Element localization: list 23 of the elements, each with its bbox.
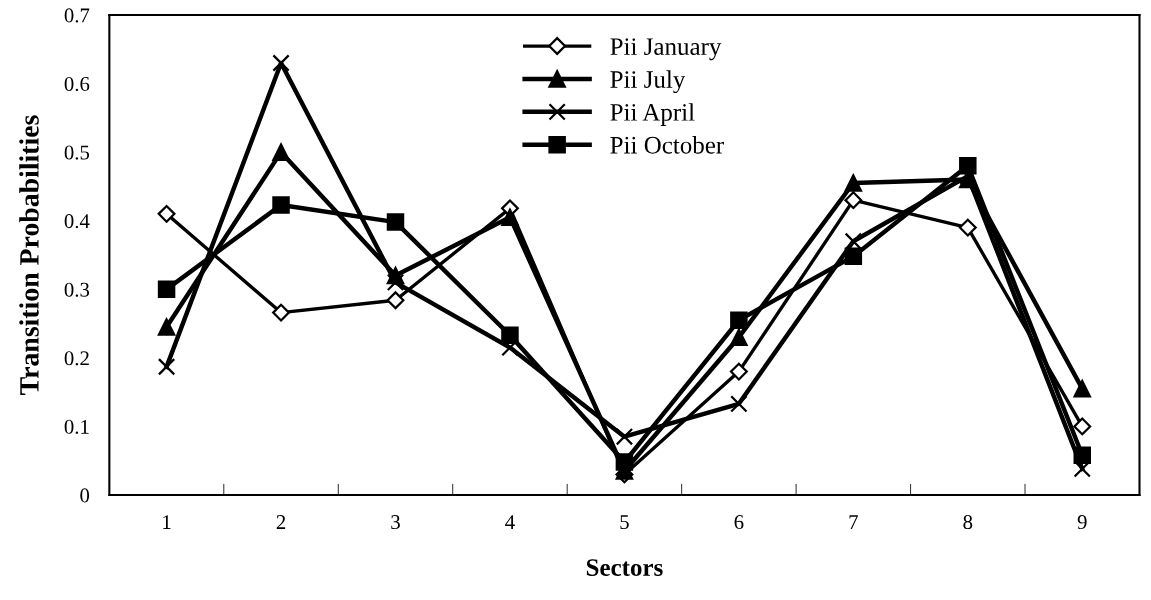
x-tick-label: 5 <box>620 515 629 530</box>
y-tick-label: 0.4 <box>64 214 90 229</box>
legend-label: Pii April <box>610 103 695 126</box>
y-tick-label: 0.7 <box>64 8 90 23</box>
x-tick-label: 3 <box>391 515 400 530</box>
y-tick-label: 0.3 <box>64 282 90 297</box>
y-tick-label: 0.1 <box>64 419 89 434</box>
x-tick-label: 4 <box>505 515 515 529</box>
x-tick-label: 6 <box>734 515 744 530</box>
y-tick-label: 0.6 <box>64 76 90 92</box>
legend-label: Pii October <box>610 136 724 154</box>
x-tick-label: 2 <box>276 515 286 529</box>
x-tick-label: 9 <box>1077 515 1087 530</box>
x-tick-label: 1 <box>163 515 171 529</box>
legend-label: Pii July <box>610 70 686 94</box>
y-axis-title: Transition Probabilities <box>19 115 39 395</box>
y-tick-label: 0 <box>80 488 90 503</box>
x-tick-label: 8 <box>963 515 973 530</box>
x-tick-label: 7 <box>849 515 858 529</box>
y-tick-label: 0.5 <box>64 145 90 160</box>
x-axis-title: Sectors <box>586 559 663 576</box>
y-tick-label: 0.2 <box>64 351 89 366</box>
legend-label: Pii January <box>610 38 722 61</box>
